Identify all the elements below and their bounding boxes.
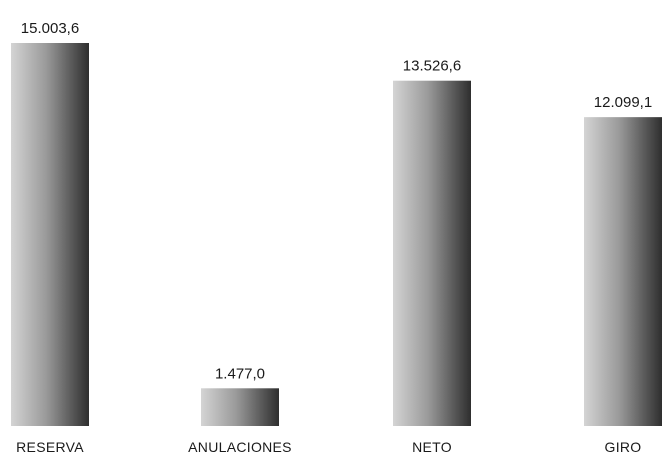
data-label-neto: 13.526,6 <box>403 58 461 75</box>
data-label-reserva: 15.003,6 <box>21 20 79 37</box>
bar-neto <box>393 80 471 427</box>
bar-anulaciones <box>201 388 279 426</box>
plot-area: 15.003,6 RESERVA 1.477,0 ANULACIONES 13.526,… <box>11 20 662 455</box>
bar-reserva <box>11 43 89 426</box>
bar-giro <box>584 117 662 426</box>
category-label-anulaciones: ANULACIONES <box>188 439 292 455</box>
data-label-giro: 12.099,1 <box>594 94 652 111</box>
category-label-neto: NETO <box>412 439 452 455</box>
category-label-giro: GIRO <box>605 439 642 455</box>
category-label-reserva: RESERVA <box>16 439 84 455</box>
data-label-anulaciones: 1.477,0 <box>215 365 265 382</box>
